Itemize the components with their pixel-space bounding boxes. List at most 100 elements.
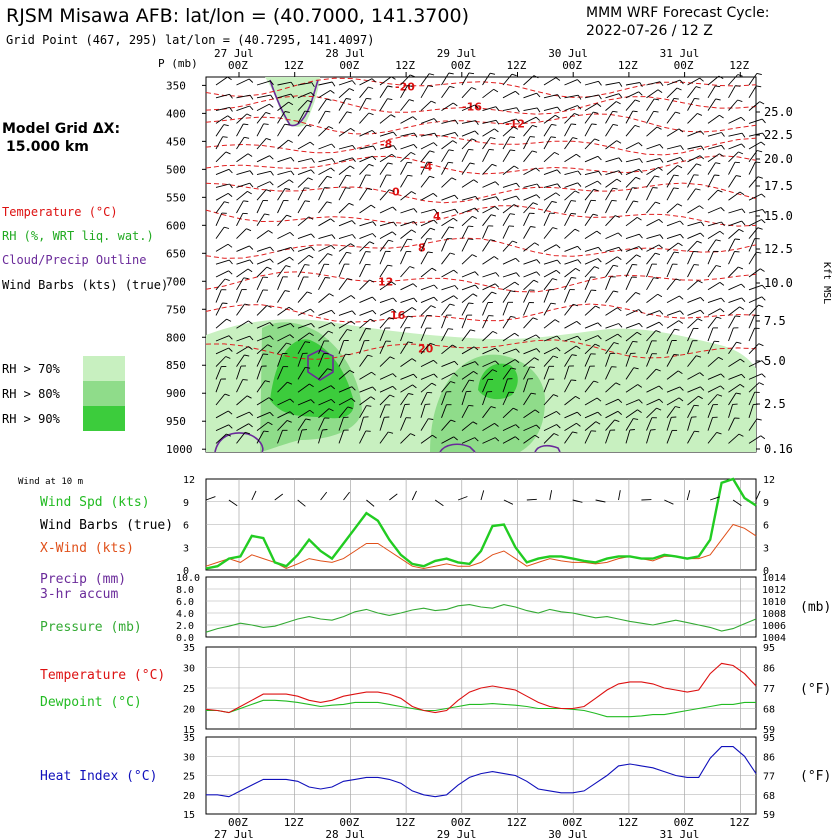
wind-barb [359,129,373,137]
wind-barb [707,132,722,137]
hour-label: 00Z [451,816,471,829]
wind-barb [666,354,675,367]
wind-barb [543,410,557,419]
wind-barb [400,208,414,214]
wind-barb-feather [492,369,498,373]
wind-barb-feather [577,335,582,341]
wind-barb-feather [449,303,455,306]
wind-barb [461,293,474,303]
wind-barb [256,380,266,393]
surface-wind-barb [503,499,514,505]
wind-barb [625,309,639,316]
wind-barb-feather [553,394,559,397]
wind-barb-feather [700,232,705,237]
wind-barb [564,259,578,265]
wind-barb [482,302,489,316]
wind-barb-feather [448,161,454,164]
wind-barb [707,297,722,304]
wind-barb [461,314,468,329]
temperature-contour [205,237,757,259]
wind-barb [359,296,373,304]
wind-barb-feather [494,128,499,133]
date-label: 28 Jul [325,47,365,60]
surface-wind-barb [434,499,444,507]
wind-barb [707,239,717,252]
wind-barb-feather [269,322,274,327]
wind-barb [748,418,758,431]
wind-barb [625,158,640,163]
wind-barb-feather [577,79,582,84]
wind-barb-feather [493,256,499,260]
wind-barb [666,320,679,329]
wind-barb-feather [761,360,766,365]
date-label: 29 Jul [437,47,477,60]
wind-barb [359,221,374,227]
wind-barb-feather [306,124,312,127]
wind-barb [256,138,267,150]
wind-barb-feather [469,162,475,165]
wind-barb-feather [639,158,643,163]
wind-barb [584,230,598,239]
wind-barb [584,276,592,290]
wind-barb-feather [453,217,458,222]
wind-barb-feather [761,219,766,224]
wind-barb [523,226,531,239]
wind-barb-feather [393,221,397,227]
wind-barb-feather [387,85,393,88]
wind-barb [625,233,640,240]
wind-barb [605,430,611,444]
wind-barb-feather [516,107,520,113]
wind-barb [523,167,537,175]
wind-barb-feather [249,335,254,341]
wind-barb-feather [675,406,681,409]
wind-barb-feather [268,397,274,401]
wind-barb [277,214,287,227]
wind-barb-feather [673,251,679,254]
wind-barb [482,406,492,419]
wind-barb [297,353,304,367]
wind-barb [687,328,694,342]
wind-barb-feather [290,247,295,252]
wind-barb [605,265,614,278]
wind-barb [297,169,312,176]
wind-barb [646,385,660,393]
wind-barb [379,114,392,124]
wind-barb-feather [551,123,557,126]
wind-barb-feather [494,423,499,427]
wind-barb [236,105,250,112]
wind-barb [543,366,550,380]
wind-barb [215,393,226,406]
wind-barb [543,106,558,112]
surface-wind-barb [710,496,720,501]
wind-barb-feather [536,107,541,113]
grid-label: Model Grid ΔX: [2,121,120,137]
wind-barb-feather [410,74,415,78]
wind-barb [543,227,553,239]
wind-barb [543,394,554,406]
wind-barb-feather [322,429,328,431]
wind-barb [584,421,597,431]
wind-barb-feather [248,411,254,416]
wind-barb-feather [310,169,315,174]
wind-barb [543,259,558,265]
wind-barb-feather [557,94,561,100]
wind-barb-feather [761,118,766,124]
wind-barb-feather [448,72,454,75]
wind-barb [482,347,496,355]
wind-barb [564,245,578,252]
temp-f-tick-label: 68 [763,705,775,716]
wind-barb [687,113,698,124]
wind-barb [441,119,456,124]
wind-barb [359,233,373,240]
hour-label: 00Z [562,59,582,72]
wind-barb [687,145,702,150]
wind-barb [236,245,250,252]
wind-barb [564,431,573,444]
wind-barb-feather [309,141,315,146]
wind-barb [502,118,517,124]
wind-barb-feather [475,196,479,201]
wind-barb [441,102,454,111]
pressure-tick-label: 600 [166,219,186,232]
wind-barb [256,112,267,124]
wind-barb-feather [680,145,684,150]
